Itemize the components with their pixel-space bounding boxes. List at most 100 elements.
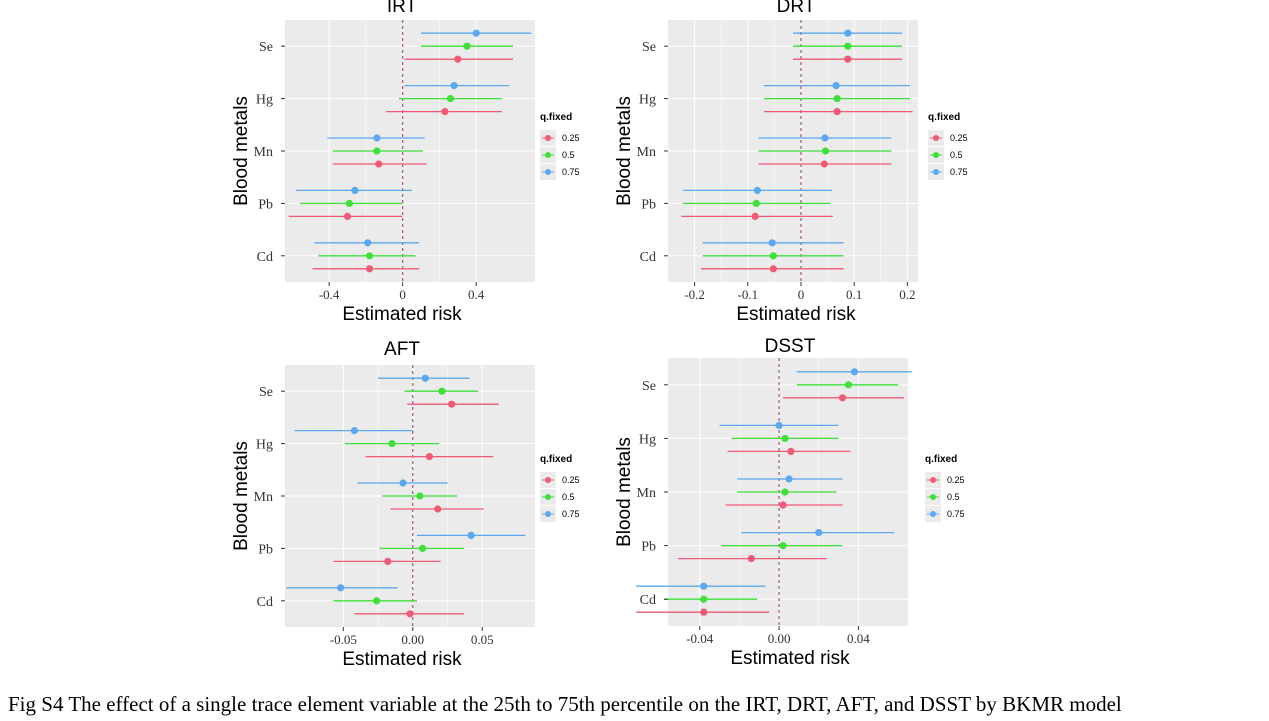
- legend-label: 0.75: [947, 509, 965, 519]
- estimate-point: [821, 134, 829, 142]
- legend: q.fixed 0.25 0.5 0.75: [925, 454, 965, 522]
- legend-label: 0.75: [562, 509, 580, 519]
- y-tick-label: Hg: [639, 432, 656, 447]
- chart-panel-irt: Se Hg Mn Pb Cd -0.4 0 0.4 IRT Estimated risk Blood…: [231, 0, 580, 325]
- x-tick-label: -0.05: [330, 632, 357, 647]
- estimate-point: [364, 239, 372, 247]
- estimate-point: [787, 447, 795, 455]
- estimate-point: [384, 557, 392, 566]
- estimate-point: [700, 582, 708, 590]
- estimate-point: [833, 108, 841, 116]
- legend: q.fixed 0.25 0.5 0.75: [928, 112, 968, 180]
- legend-title: q.fixed: [540, 112, 572, 123]
- legend-label: 0.5: [562, 492, 575, 502]
- x-axis-label: Estimated risk: [342, 304, 462, 325]
- estimate-point: [373, 147, 381, 155]
- estimate-point: [779, 501, 787, 509]
- estimate-point: [373, 597, 381, 605]
- estimate-point: [350, 427, 359, 435]
- legend-key-point: [545, 152, 551, 158]
- series-0_75: [286, 374, 526, 592]
- series-0_5: [682, 42, 911, 260]
- estimate-point: [365, 265, 374, 273]
- estimate-point: [421, 374, 429, 382]
- y-tick-label: Cd: [640, 250, 656, 265]
- estimate-point: [781, 434, 789, 442]
- series-0_75: [636, 368, 912, 590]
- series-0_25: [288, 55, 513, 273]
- estimate-point: [416, 492, 424, 500]
- legend-key-point: [933, 135, 939, 141]
- y-tick-label: Mn: [254, 145, 273, 160]
- chart-panel-drt: Se Hg Mn Pb Cd -0.2 -0.1 0 0.1 0.2 DRT Estimated ri…: [614, 0, 968, 325]
- y-tick-label: Hg: [256, 93, 273, 108]
- estimate-point: [434, 505, 442, 513]
- x-tick-label: 0.4: [468, 287, 485, 302]
- legend-key-point: [545, 135, 551, 141]
- legend-key-point: [933, 152, 939, 158]
- estimate-point: [769, 265, 777, 273]
- legend: q.fixed 0.25 0.5 0.75: [540, 454, 580, 522]
- estimate-point: [365, 252, 374, 260]
- estimate-point: [399, 479, 407, 487]
- legend-key-point: [930, 494, 936, 500]
- y-tick-label: Hg: [256, 438, 273, 453]
- estimate-point: [418, 544, 427, 553]
- estimate-point: [388, 440, 396, 448]
- estimate-point: [446, 95, 455, 103]
- legend-key-point: [545, 477, 551, 483]
- y-axis-label: Blood metals: [614, 437, 635, 547]
- y-tick-label: Se: [259, 40, 273, 55]
- estimate-point: [844, 381, 853, 389]
- x-axis-label: Estimated risk: [736, 304, 856, 325]
- legend-label: 0.25: [947, 475, 965, 485]
- legend-key-point: [933, 169, 939, 175]
- legend-label: 0.5: [950, 150, 963, 160]
- y-tick-label: Cd: [257, 250, 273, 265]
- x-axis-label: Estimated risk: [342, 649, 462, 670]
- estimate-point: [815, 529, 823, 537]
- legend-title: q.fixed: [928, 112, 960, 123]
- legend-key-point: [545, 511, 551, 517]
- y-tick-label: Pb: [641, 540, 656, 555]
- series-0_5: [299, 42, 513, 260]
- chart-panel-dsst: Se Hg Mn Pb Cd -0.04 0.00 0.04 DSST Estimated ris…: [614, 336, 965, 669]
- estimate-point: [785, 475, 793, 483]
- estimate-point: [345, 199, 353, 207]
- chart-title: AFT: [384, 339, 420, 360]
- y-tick-label: Cd: [640, 593, 656, 608]
- estimate-point: [769, 252, 777, 260]
- legend: q.fixed 0.25 0.5 0.75: [540, 112, 580, 180]
- y-tick-label: Hg: [639, 93, 656, 108]
- estimate-point: [768, 239, 776, 247]
- chart-title: IRT: [387, 0, 418, 17]
- x-tick-label: -0.04: [686, 631, 714, 646]
- legend-key-point: [545, 169, 551, 175]
- series-0_75: [682, 29, 911, 247]
- x-tick-label: 0.00: [401, 632, 424, 647]
- estimate-point: [752, 199, 760, 207]
- estimate-point: [336, 584, 345, 592]
- estimate-point: [832, 82, 840, 90]
- y-axis-label: Blood metals: [231, 441, 252, 551]
- x-tick-label: 0.1: [846, 287, 862, 302]
- estimate-point: [700, 595, 708, 603]
- x-tick-label: 0: [399, 287, 406, 302]
- y-tick-label: Mn: [637, 486, 656, 501]
- series-0_25: [681, 55, 913, 273]
- legend-label: 0.75: [562, 167, 580, 177]
- legend-label: 0.25: [562, 133, 580, 143]
- legend-title: q.fixed: [925, 454, 957, 465]
- x-tick-label: 0.04: [847, 631, 870, 646]
- x-tick-label: 0.05: [471, 632, 494, 647]
- estimate-point: [343, 212, 352, 220]
- estimate-point: [454, 55, 462, 63]
- legend-key-point: [545, 494, 551, 500]
- estimate-point: [821, 147, 830, 155]
- x-axis-label: Estimated risk: [730, 648, 850, 669]
- series-0_5: [664, 381, 899, 603]
- estimate-point: [351, 186, 359, 194]
- chart-title: DSST: [765, 336, 816, 357]
- estimate-point: [833, 95, 841, 103]
